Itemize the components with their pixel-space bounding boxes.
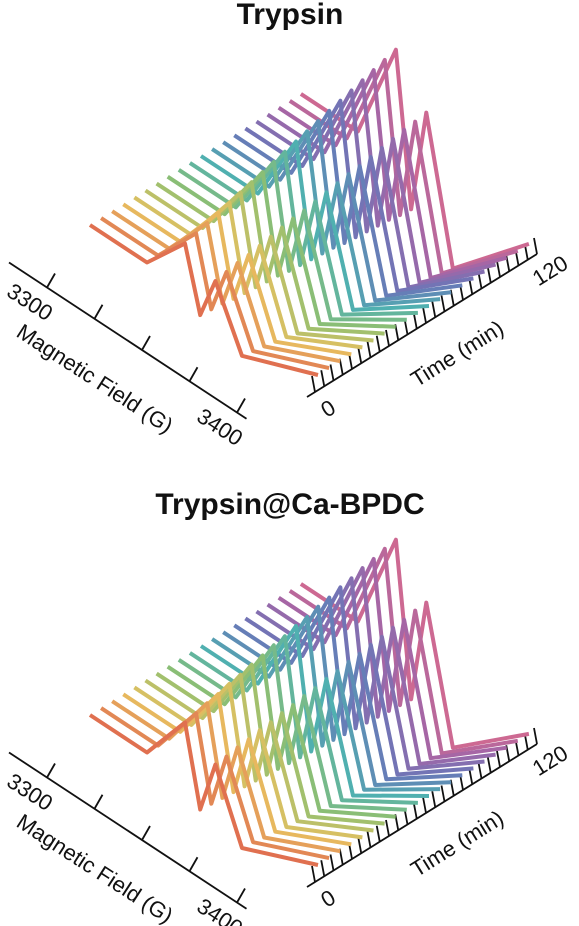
spectrum-trace <box>266 566 496 766</box>
field-axis-label: Magnetic Field (G) <box>12 319 177 439</box>
spectrum-trace <box>88 223 319 377</box>
time-minor-tick <box>366 831 372 848</box>
spectrum-trace <box>277 557 507 761</box>
spectrum-trace <box>188 634 418 805</box>
time-minor-tick <box>412 802 418 819</box>
field-axis-label: Magnetic Field (G) <box>12 809 177 926</box>
spectrum-trace <box>199 139 430 312</box>
field-tick <box>46 763 56 778</box>
time-minor-tick <box>449 289 455 306</box>
spectrum-trace <box>166 653 396 819</box>
field-minor-tick <box>188 366 199 382</box>
time-tick <box>533 727 538 745</box>
time-minor-tick <box>320 370 326 387</box>
spectrum-trace <box>255 576 485 771</box>
field-tick <box>236 888 246 903</box>
time-minor-tick <box>449 779 455 796</box>
spectrum-trace <box>199 624 430 798</box>
spectrum-trace <box>244 98 474 294</box>
spectrum-trace <box>177 159 407 322</box>
spectrum-trace <box>233 595 463 782</box>
time-minor-tick <box>375 825 381 842</box>
spectrum-trace <box>188 149 418 317</box>
spectrum-trace <box>155 662 385 826</box>
time-minor-tick <box>477 762 483 779</box>
field-minor-tick <box>141 825 151 841</box>
field-minor-tick <box>93 794 104 810</box>
time-minor-tick <box>440 295 446 312</box>
spectrum-trace <box>133 681 363 840</box>
time-minor-tick <box>329 364 335 381</box>
time-tick <box>311 865 316 883</box>
time-minor-tick <box>486 266 492 283</box>
spectrum-trace <box>211 614 441 792</box>
time-minor-tick <box>496 750 501 768</box>
time-minor-tick <box>394 324 400 341</box>
time-tick-label: 0 <box>316 395 340 423</box>
time-minor-tick <box>505 745 511 762</box>
time-minor-tick <box>357 347 363 364</box>
time-minor-tick <box>431 791 437 808</box>
spectrum-trace <box>222 604 452 787</box>
time-minor-tick <box>496 260 501 278</box>
time-minor-tick <box>385 329 390 347</box>
time-tick-label: 0 <box>316 885 340 913</box>
spectrum-trace <box>122 692 352 847</box>
time-minor-tick <box>440 785 446 802</box>
time-minor-tick <box>338 358 344 375</box>
time-tick <box>533 237 538 255</box>
time-minor-tick <box>412 312 418 329</box>
time-minor-tick <box>338 848 344 865</box>
spectrum-trace <box>166 170 396 329</box>
time-minor-tick <box>468 768 474 785</box>
field-minor-tick <box>188 856 199 872</box>
field-tick <box>46 273 56 288</box>
time-minor-tick <box>422 306 427 324</box>
time-minor-tick <box>477 272 483 289</box>
chart-title: Trypsin@Ca-BPDC <box>155 488 424 521</box>
field-axis <box>8 261 247 420</box>
field-axis <box>8 751 247 910</box>
time-minor-tick <box>431 301 437 318</box>
spectrum-trace <box>244 585 474 777</box>
spectrum-trace <box>222 119 452 303</box>
field-tick <box>236 398 246 413</box>
time-minor-tick <box>394 814 400 831</box>
time-minor-tick <box>375 335 381 352</box>
field-minor-tick <box>93 304 104 320</box>
field-minor-tick <box>141 335 151 351</box>
spectrum-trace <box>144 672 374 833</box>
time-minor-tick <box>366 341 372 358</box>
time-minor-tick <box>329 854 335 871</box>
spectrum-trace <box>266 78 497 285</box>
spectrum-trace <box>177 643 407 812</box>
time-minor-tick <box>486 756 492 773</box>
time-axis <box>306 253 538 398</box>
time-minor-tick <box>505 255 511 272</box>
spectrum-trace <box>155 180 385 336</box>
spectrum-trace <box>233 108 463 298</box>
time-minor-tick <box>320 860 326 877</box>
time-axis <box>306 743 538 888</box>
spectrum-trace <box>211 129 441 308</box>
spectrum-trace <box>88 713 319 867</box>
time-minor-tick <box>357 837 363 854</box>
time-tick <box>311 375 316 393</box>
time-minor-tick <box>422 796 427 814</box>
chart-title: Trypsin <box>237 0 344 31</box>
time-minor-tick <box>385 819 390 837</box>
